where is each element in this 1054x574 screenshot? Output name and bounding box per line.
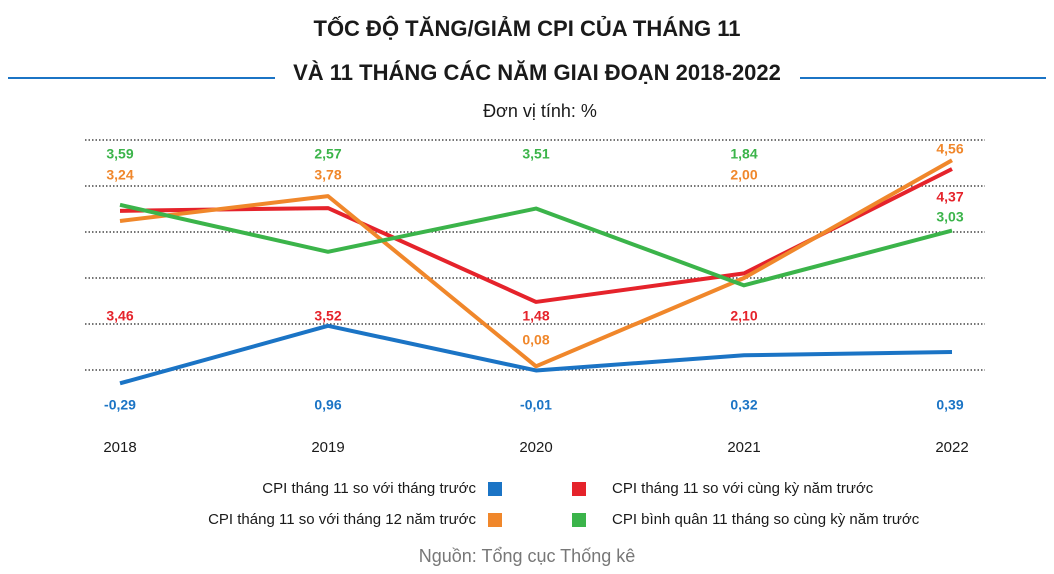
value-label: 1,48 [522, 308, 549, 324]
chart-title: VÀ 11 THÁNG CÁC NĂM GIAI ĐOẠN 2018-2022 [293, 60, 781, 85]
value-label: 4,56 [936, 141, 963, 157]
subtitle: Đơn vị tính: % [483, 101, 597, 121]
value-label: 2,57 [314, 146, 341, 162]
legend-swatch [488, 513, 502, 527]
series-line [119, 202, 953, 288]
legend-swatch [572, 513, 586, 527]
value-label: 0,96 [314, 397, 341, 413]
value-label: 3,24 [106, 167, 133, 183]
legend-label: CPI tháng 11 so với cùng kỳ năm trước [612, 480, 874, 497]
x-tick-label: 2020 [519, 439, 552, 456]
value-label: -0,29 [104, 397, 136, 413]
value-label: 3,03 [936, 209, 963, 225]
value-label: 4,37 [936, 189, 963, 205]
value-label: 2,10 [730, 308, 757, 324]
legend-label: CPI bình quân 11 tháng so cùng kỳ năm tr… [612, 511, 920, 528]
legend-label: CPI tháng 11 so với tháng trước [262, 480, 476, 497]
series-line [119, 323, 953, 386]
legend-swatch [572, 482, 586, 496]
legend-label: CPI tháng 11 so với tháng 12 năm trước [208, 511, 476, 528]
value-label: -0,01 [520, 397, 552, 413]
value-label: 3,46 [106, 308, 133, 324]
x-tick-label: 2022 [935, 439, 968, 456]
x-tick-label: 2019 [311, 439, 344, 456]
value-label: 3,51 [522, 146, 549, 162]
value-label: 3,59 [106, 146, 133, 162]
source: Nguồn: Tổng cục Thống kê [419, 546, 635, 566]
series-line [119, 158, 953, 369]
value-label: 2,00 [730, 167, 757, 183]
value-label: 0,39 [936, 397, 963, 413]
x-tick-label: 2018 [103, 439, 136, 456]
value-label: 3,78 [314, 167, 341, 183]
value-label: 0,08 [522, 332, 549, 348]
series-line [119, 167, 953, 304]
value-label: 0,32 [730, 397, 757, 413]
value-label: 3,52 [314, 308, 341, 324]
x-tick-label: 2021 [727, 439, 760, 456]
legend-swatch [488, 482, 502, 496]
chart-title: TỐC ĐỘ TĂNG/GIẢM CPI CỦA THÁNG 11 [314, 15, 741, 41]
value-label: 1,84 [730, 146, 757, 162]
